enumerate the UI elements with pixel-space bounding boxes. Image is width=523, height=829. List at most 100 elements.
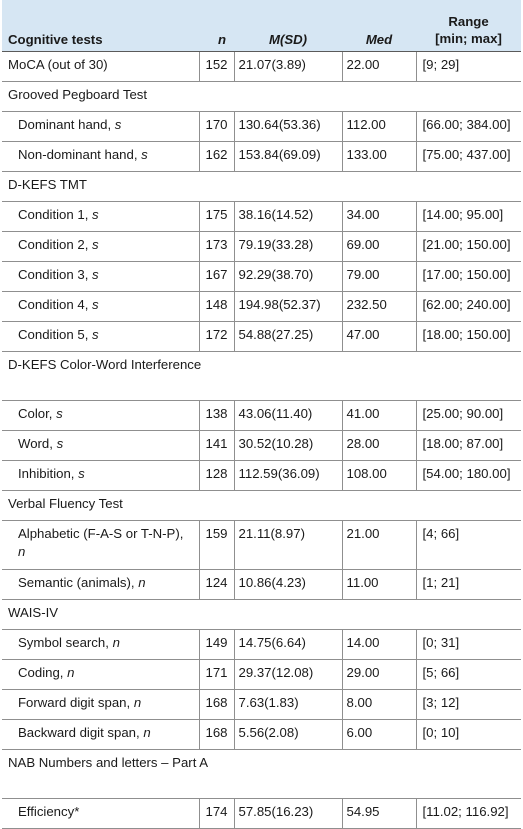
test-label: Backward digit span, bbox=[18, 725, 144, 740]
n-value: 171 bbox=[198, 659, 234, 690]
table-row: Symbol search, n 149 14.75(6.64) 14.00 [0; 3… bbox=[2, 629, 521, 660]
group-label: WAIS-IV bbox=[2, 599, 521, 630]
test-label: Condition 5, bbox=[18, 327, 93, 342]
n-value: 159 bbox=[198, 520, 234, 570]
median-value: 29.00 bbox=[341, 659, 416, 690]
median-value: 6.00 bbox=[341, 719, 416, 750]
range-value: [14.00; 95.00] bbox=[415, 201, 521, 232]
test-label: Condition 2, bbox=[18, 237, 93, 252]
range-value: [18.00; 150.00] bbox=[415, 321, 521, 352]
mean-sd-value: 30.52(10.28) bbox=[233, 430, 342, 461]
test-label: Coding, bbox=[18, 665, 68, 680]
test-label: Condition 4, bbox=[18, 297, 93, 312]
median-value: 34.00 bbox=[341, 201, 416, 232]
test-name: MoCA (out of 30) bbox=[2, 51, 199, 82]
header-msd: M(SD) bbox=[234, 0, 342, 52]
test-unit: s bbox=[78, 466, 85, 481]
test-unit: s bbox=[141, 147, 148, 162]
range-value: [4; 66] bbox=[415, 520, 521, 570]
test-unit: s bbox=[92, 267, 99, 282]
mean-sd-value: 21.11(8.97) bbox=[233, 520, 342, 570]
test-name: Dominant hand, s bbox=[2, 111, 199, 142]
median-value: 112.00 bbox=[341, 111, 416, 142]
n-value: 152 bbox=[198, 51, 234, 82]
range-value: [11.02; 116.92] bbox=[415, 798, 521, 829]
n-value: 124 bbox=[198, 569, 234, 600]
test-name: Condition 2, s bbox=[2, 231, 199, 262]
header-n: n bbox=[199, 0, 234, 52]
test-name: Backward digit span, n bbox=[2, 719, 199, 750]
mean-sd-value: 29.37(12.08) bbox=[233, 659, 342, 690]
n-value: 141 bbox=[198, 430, 234, 461]
mean-sd-value: 10.86(4.23) bbox=[233, 569, 342, 600]
header-row: Cognitive tests n M(SD) Med Range [min; … bbox=[2, 0, 521, 52]
median-value: 47.00 bbox=[341, 321, 416, 352]
table-row: Semantic (animals), n 124 10.86(4.23) 11.00… bbox=[2, 569, 521, 600]
table-row: Forward digit span, n 168 7.63(1.83) 8.00 [3… bbox=[2, 689, 521, 720]
header-range-line2: [min; max] bbox=[435, 31, 502, 46]
test-name: Coding, n bbox=[2, 659, 199, 690]
header-test: Cognitive tests bbox=[2, 0, 199, 52]
range-value: [18.00; 87.00] bbox=[415, 430, 521, 461]
test-name: Condition 5, s bbox=[2, 321, 199, 352]
test-name: Condition 3, s bbox=[2, 261, 199, 292]
mean-sd-value: 14.75(6.64) bbox=[233, 629, 342, 660]
table-row: MoCA (out of 30) 152 21.07(3.89) 22.00 [9; 2… bbox=[2, 51, 521, 82]
median-value: 133.00 bbox=[341, 141, 416, 172]
range-value: [66.00; 384.00] bbox=[415, 111, 521, 142]
table-header: Cognitive tests n M(SD) Med Range [min; … bbox=[2, 0, 521, 52]
mean-sd-value: 5.56(2.08) bbox=[233, 719, 342, 750]
test-label: MoCA (out of 30) bbox=[8, 57, 108, 72]
range-value: [75.00; 437.00] bbox=[415, 141, 521, 172]
test-label: Symbol search, bbox=[18, 635, 113, 650]
header-range: Range [min; max] bbox=[416, 0, 521, 52]
table-row: Dominant hand, s 170 130.64(53.36) 112.00 [6… bbox=[2, 111, 521, 142]
test-label: Color, bbox=[18, 406, 57, 421]
test-name: Non-dominant hand, s bbox=[2, 141, 199, 172]
group-label: D-KEFS TMT bbox=[2, 171, 521, 202]
test-unit: s bbox=[56, 406, 63, 421]
n-value: 138 bbox=[198, 400, 234, 431]
test-name: Symbol search, n bbox=[2, 629, 199, 660]
test-name: Condition 1, s bbox=[2, 201, 199, 232]
n-value: 175 bbox=[198, 201, 234, 232]
test-label: Non-dominant hand, bbox=[18, 147, 142, 162]
table-group-row: NAB Numbers and letters – Part A bbox=[2, 749, 521, 799]
test-unit: s bbox=[114, 117, 122, 132]
table-row: Condition 2, s 173 79.19(33.28) 69.00 [21.00… bbox=[2, 231, 521, 262]
test-unit: s bbox=[92, 327, 99, 342]
n-value: 172 bbox=[198, 321, 234, 352]
mean-sd-value: 194.98(52.37) bbox=[233, 291, 342, 322]
range-value: [62.00; 240.00] bbox=[415, 291, 521, 322]
test-label: Efficiency* bbox=[18, 804, 80, 819]
test-unit: n bbox=[143, 725, 151, 740]
mean-sd-value: 38.16(14.52) bbox=[233, 201, 342, 232]
table-group-row: Verbal Fluency Test bbox=[2, 490, 521, 521]
median-value: 54.95 bbox=[341, 798, 416, 829]
median-value: 41.00 bbox=[341, 400, 416, 431]
test-name: Semantic (animals), n bbox=[2, 569, 199, 600]
group-label: Verbal Fluency Test bbox=[2, 490, 521, 521]
mean-sd-value: 92.29(38.70) bbox=[233, 261, 342, 292]
n-value: 162 bbox=[198, 141, 234, 172]
table-group-row: WAIS-IV bbox=[2, 599, 521, 630]
range-value: [9; 29] bbox=[415, 51, 521, 82]
mean-sd-value: 57.85(16.23) bbox=[233, 798, 342, 829]
table-row: Backward digit span, n 168 5.56(2.08) 6.00[… bbox=[2, 719, 521, 750]
table-row: Coding, n 171 29.37(12.08) 29.00 [5; 66] bbox=[2, 659, 521, 690]
table-group-row: D-KEFS TMT bbox=[2, 171, 521, 202]
test-unit: s bbox=[92, 237, 99, 252]
table-row: Inhibition, s 128 112.59(36.09) 108.00 [54.0… bbox=[2, 460, 521, 491]
range-value: [0; 31] bbox=[415, 629, 521, 660]
table-group-row: Grooved Pegboard Test bbox=[2, 81, 521, 112]
test-label: Word, bbox=[18, 436, 57, 451]
table-row: Alphabetic (F-A-S or T-N-P), n 159 21.11(8… bbox=[2, 520, 521, 570]
range-value: [5; 66] bbox=[415, 659, 521, 690]
test-label: Condition 3, bbox=[18, 267, 93, 282]
mean-sd-value: 43.06(11.40) bbox=[233, 400, 342, 431]
test-unit: n bbox=[133, 695, 142, 710]
test-name: Alphabetic (F-A-S or T-N-P), n bbox=[2, 520, 199, 570]
range-value: [25.00; 90.00] bbox=[415, 400, 521, 431]
test-label: Dominant hand, bbox=[18, 117, 115, 132]
